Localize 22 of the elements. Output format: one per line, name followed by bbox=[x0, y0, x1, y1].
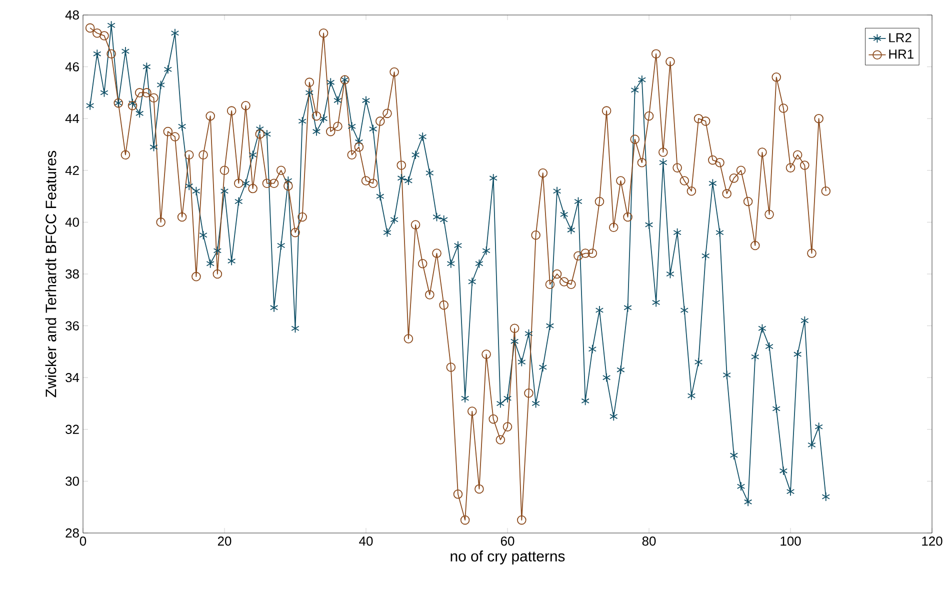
y-tick-label: 36 bbox=[66, 321, 79, 330]
x-tick-label: 120 bbox=[922, 536, 942, 546]
legend-label: LR2 bbox=[889, 33, 912, 42]
y-tick-label: 30 bbox=[66, 476, 79, 486]
x-tick-label: 100 bbox=[780, 536, 801, 546]
y-tick-label: 34 bbox=[66, 373, 80, 382]
x-tick-label: 40 bbox=[359, 536, 373, 546]
x-tick-label: 80 bbox=[642, 536, 656, 546]
x-axis-title: no of cry patterns bbox=[450, 550, 565, 564]
y-tick-label: 38 bbox=[66, 269, 79, 279]
x-tick-label: 60 bbox=[500, 536, 514, 546]
y-tick-label: 44 bbox=[65, 114, 80, 124]
y-tick-label: 32 bbox=[66, 424, 79, 434]
y-tick-label: 42 bbox=[65, 166, 79, 175]
x-tick-label: 20 bbox=[218, 536, 232, 546]
y-tick-label: 28 bbox=[66, 528, 79, 538]
x-tick-label: 0 bbox=[80, 536, 86, 546]
legend-label: HR1 bbox=[889, 50, 914, 59]
y-axis-title: Zwicker and Terhardt BFCC Features bbox=[45, 150, 56, 398]
y-tick-label: 48 bbox=[65, 10, 79, 20]
y-tick-label: 46 bbox=[65, 62, 79, 72]
y-tick-label: 40 bbox=[65, 218, 79, 227]
